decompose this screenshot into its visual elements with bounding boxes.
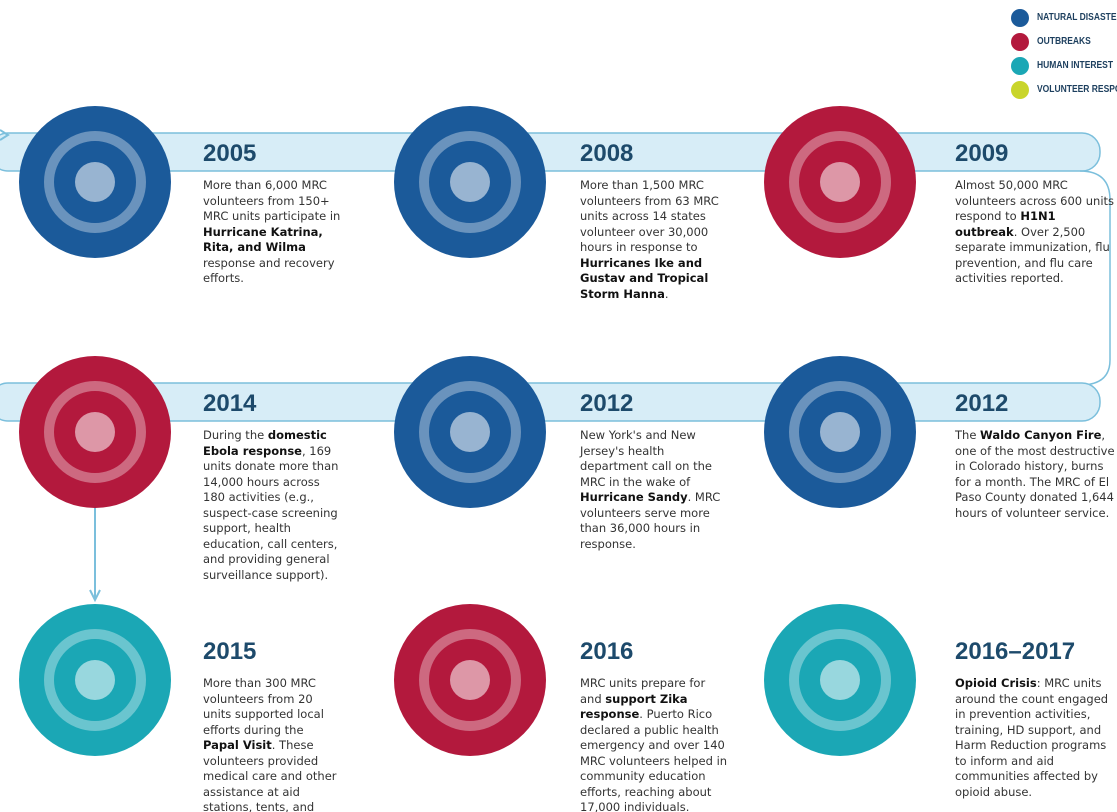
body-text: More than 1,500 MRC volunteers from 63 M…	[580, 178, 719, 254]
event-year: 2016	[580, 638, 633, 666]
event-body: More than 1,500 MRC volunteers from 63 M…	[580, 178, 730, 302]
event-icon	[394, 356, 546, 508]
legend-label: OUTBREAKS	[1037, 36, 1091, 47]
event-year: 2012	[580, 390, 633, 418]
event-year: 2012	[955, 390, 1008, 418]
icon-core	[450, 412, 490, 452]
body-text: Papal Visit	[203, 738, 272, 752]
body-text: Waldo Canyon Fire	[980, 428, 1101, 442]
icon-core	[75, 412, 115, 452]
event-icon	[19, 604, 171, 756]
body-text: response and recovery efforts.	[203, 256, 335, 286]
icon-core	[450, 660, 490, 700]
legend-swatch	[1011, 33, 1029, 51]
icon-core	[75, 660, 115, 700]
event-icon	[764, 106, 916, 258]
body-text: .	[665, 287, 669, 301]
event-body: Almost 50,000 MRC volunteers across 600 …	[955, 178, 1115, 287]
icon-core	[820, 660, 860, 700]
icon-core	[75, 162, 115, 202]
event-body: More than 6,000 MRC volunteers from 150+…	[203, 178, 343, 287]
legend-swatch	[1011, 81, 1029, 99]
legend-swatch	[1011, 57, 1029, 75]
event-body: MRC units prepare for and support Zika r…	[580, 676, 730, 812]
legend-label: HUMAN INTEREST	[1037, 60, 1113, 71]
body-text: More than 6,000 MRC volunteers from 150+…	[203, 178, 340, 223]
event-year: 2008	[580, 140, 633, 168]
event-year: 2016–2017	[955, 638, 1075, 666]
event-body: New York's and New Jersey's health depar…	[580, 428, 730, 552]
infographic: NATURAL DISASTERS OUTBREAKS HUMAN INTEREST…	[0, 0, 1117, 812]
body-text: , 169 units donate more than 14,000 hour…	[203, 444, 338, 582]
event-icon	[394, 604, 546, 756]
body-text: Hurricanes Ike and Gustav and Tropical S…	[580, 256, 708, 301]
event-body: More than 300 MRC volunteers from 20 uni…	[203, 676, 343, 812]
legend-label: VOLUNTEER RESPONSE	[1037, 84, 1117, 95]
icon-core	[450, 162, 490, 202]
event-icon	[19, 106, 171, 258]
event-body: During the domestic Ebola response, 169 …	[203, 428, 343, 583]
icon-core	[820, 412, 860, 452]
event-year: 2014	[203, 390, 256, 418]
legend-label: NATURAL DISASTERS	[1037, 12, 1117, 23]
event-body: Opioid Crisis: MRC units around the coun…	[955, 676, 1115, 800]
body-text: During the	[203, 428, 268, 442]
body-text: Opioid Crisis	[955, 676, 1037, 690]
body-text: : MRC units around the count engaged in …	[955, 676, 1108, 799]
event-icon	[764, 356, 916, 508]
body-text: Hurricane Katrina, Rita, and Wilma	[203, 225, 323, 255]
icon-core	[820, 162, 860, 202]
body-text: More than 300 MRC volunteers from 20 uni…	[203, 676, 324, 737]
event-year: 2009	[955, 140, 1008, 168]
event-icon	[394, 106, 546, 258]
event-icon	[764, 604, 916, 756]
event-body: The Waldo Canyon Fire, one of the most d…	[955, 428, 1115, 521]
event-icon	[19, 356, 171, 508]
event-year: 2005	[203, 140, 256, 168]
body-text: . Puerto Rico declared a public health e…	[580, 707, 727, 812]
event-year: 2015	[203, 638, 256, 666]
body-text: Hurricane Sandy	[580, 490, 688, 504]
body-text: The	[955, 428, 980, 442]
legend-swatch	[1011, 9, 1029, 27]
body-text: New York's and New Jersey's health depar…	[580, 428, 712, 489]
background-art	[0, 0, 1117, 812]
